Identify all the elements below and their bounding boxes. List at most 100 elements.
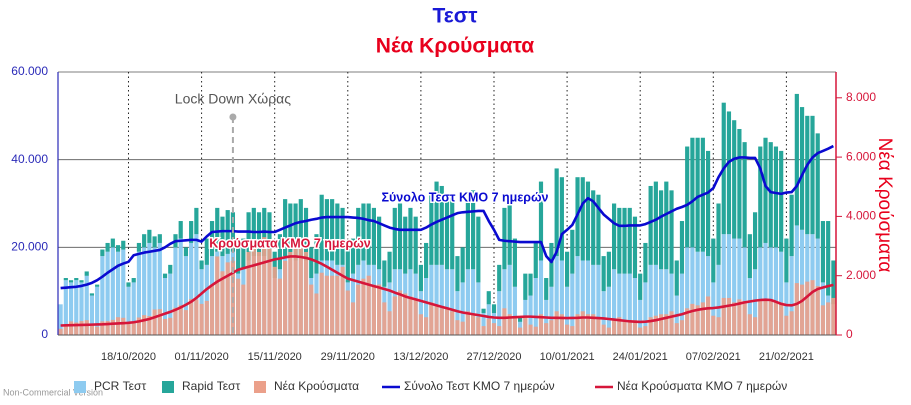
test-bar [335,203,340,265]
test-bar [303,207,309,261]
test-bar [601,291,606,335]
test-bar [377,216,382,270]
test-bar [585,181,591,261]
test-bar [147,229,152,243]
test-bar [653,264,658,335]
cases-bar [324,275,329,335]
cases-bar [502,308,507,335]
cases-bar [705,296,711,335]
cases-bar [418,314,423,335]
test-bar [267,212,272,261]
annotation: Σύνολο Τεστ ΚΜΟ 7 ημερών [381,190,548,204]
cases-bar [63,324,68,335]
test-bar [204,238,209,265]
test-bar [382,260,387,287]
test-bar [403,216,408,274]
test-bar [580,260,585,335]
test-bar [84,271,89,276]
test-bar [742,142,747,248]
cases-bar [726,297,732,335]
cases-bar [810,280,815,335]
cases-bar [486,318,491,335]
test-bar [747,234,752,279]
cases-bar [565,324,570,335]
cases-bar [256,251,262,335]
test-bar [512,238,517,287]
cases-bar [669,311,674,335]
test-bar [502,207,507,270]
test-bar [611,269,617,335]
test-bar [89,295,95,335]
cases-bar [392,296,397,335]
cases-bar [611,320,617,335]
cases-bar [638,327,643,335]
cases-bar [147,316,152,335]
cases-bar [272,266,277,335]
test-bar [779,150,784,252]
test-bar [554,256,559,335]
cases-bar [601,324,606,335]
cases-bar [58,328,63,335]
test-bar [768,247,773,335]
cases-bar [465,311,470,335]
cases-bar [371,284,376,335]
test-bar [789,194,794,257]
test-bar [220,216,225,257]
test-bar [236,247,241,274]
test-bar [737,128,742,239]
cases-bar [716,317,721,335]
test-bar [716,203,721,265]
test-bar [319,194,324,261]
cases-bar [84,320,89,335]
test-bar [606,286,611,335]
cases-bar [549,320,554,335]
test-bar [810,115,815,235]
test-bar [779,251,784,335]
cases-bar [805,281,810,335]
test-bar [68,280,74,283]
test-bar [157,242,162,335]
cases-bar [544,323,549,335]
test-bar [68,282,74,335]
test-bar [716,264,721,335]
legend-label: Νέα Κρούσματα ΚΜΟ 7 ημερών [617,379,787,393]
test-bar [204,264,209,335]
cases-bar [319,272,324,335]
cases-bar [288,251,293,335]
cases-bar [361,278,366,335]
test-bar [63,280,68,335]
cases-bar [100,321,105,335]
cases-bar [752,317,758,335]
test-bar [622,273,627,335]
test-bar [178,221,183,239]
cases-bar [439,308,444,335]
cases-bar [74,322,79,335]
test-bar [345,247,350,283]
test-bar [632,278,638,335]
test-bar [721,234,726,335]
test-bar [476,282,481,335]
test-bar [601,256,606,292]
test-bar [142,247,147,335]
cases-bar [444,308,450,335]
cases-bar [189,299,194,335]
cases-bar [173,307,178,335]
test-bar [387,282,392,335]
cases-bar [142,315,147,335]
chart-title: Τεστ [433,5,479,28]
cases-bar [241,284,246,335]
y2-axis-label: Νέα Κρούσματα [874,138,895,273]
cases-bar [209,284,215,335]
test-bar [115,245,121,252]
test-bar [669,190,674,274]
test-bar [110,238,115,248]
cases-bar [685,308,690,335]
test-bar [121,240,126,250]
test-bar [554,168,559,257]
test-bar [136,251,142,335]
cases-bar [199,303,204,335]
test-bar [638,299,643,335]
test-bar [183,256,189,335]
test-bar [538,181,544,261]
